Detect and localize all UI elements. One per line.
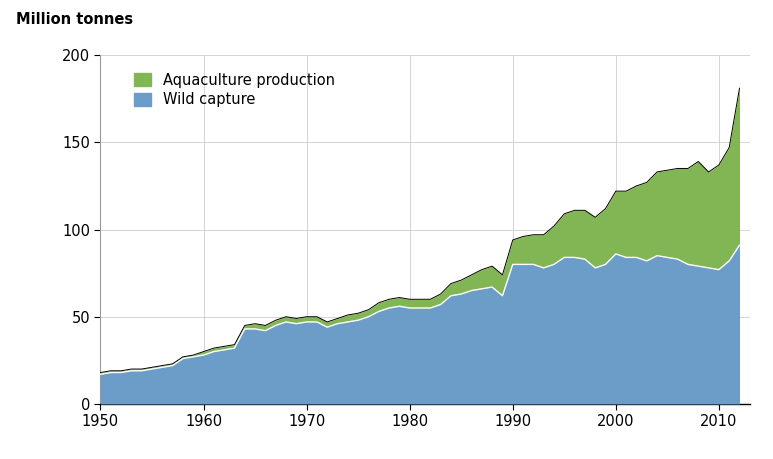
Text: Million tonnes: Million tonnes (16, 12, 133, 27)
Legend: Aquaculture production, Wild capture: Aquaculture production, Wild capture (134, 73, 335, 107)
